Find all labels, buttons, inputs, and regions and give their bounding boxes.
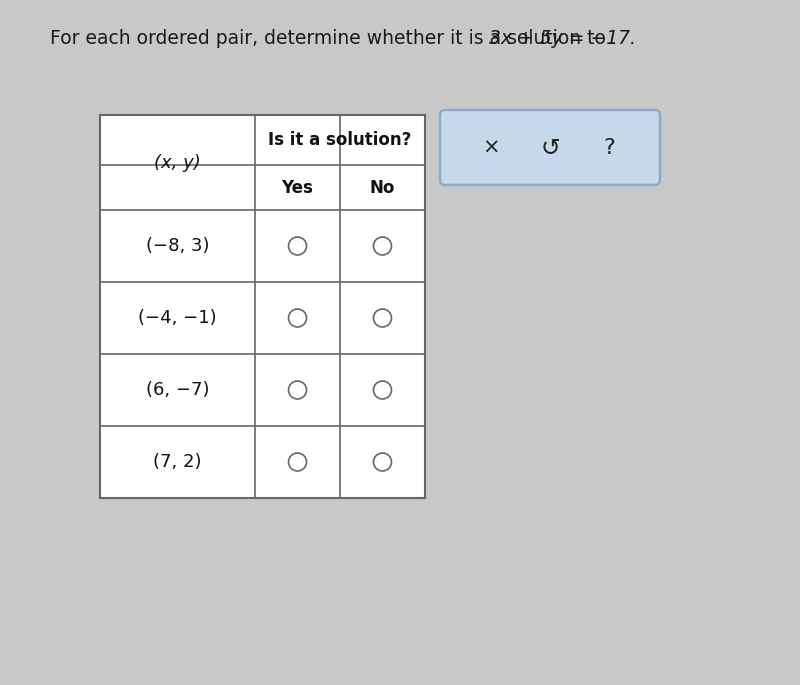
Circle shape <box>374 309 391 327</box>
Circle shape <box>374 237 391 255</box>
FancyBboxPatch shape <box>440 110 660 185</box>
Circle shape <box>289 381 306 399</box>
Circle shape <box>374 381 391 399</box>
Text: Yes: Yes <box>282 179 314 197</box>
Text: Is it a solution?: Is it a solution? <box>268 131 412 149</box>
Text: ?: ? <box>603 138 614 158</box>
Text: ↺: ↺ <box>540 136 560 160</box>
Text: (6, −7): (6, −7) <box>146 381 210 399</box>
Bar <box>100 115 425 498</box>
Text: (x, y): (x, y) <box>154 153 201 171</box>
Circle shape <box>289 309 306 327</box>
Circle shape <box>289 453 306 471</box>
Text: For each ordered pair, determine whether it is a solution to: For each ordered pair, determine whether… <box>50 29 612 47</box>
Text: ×: × <box>482 138 500 158</box>
Text: 3x + 5y = −17.: 3x + 5y = −17. <box>490 29 636 47</box>
Circle shape <box>374 453 391 471</box>
Text: No: No <box>370 179 395 197</box>
Text: (7, 2): (7, 2) <box>154 453 202 471</box>
Text: (−8, 3): (−8, 3) <box>146 237 210 255</box>
Text: (−4, −1): (−4, −1) <box>138 309 217 327</box>
Circle shape <box>289 237 306 255</box>
